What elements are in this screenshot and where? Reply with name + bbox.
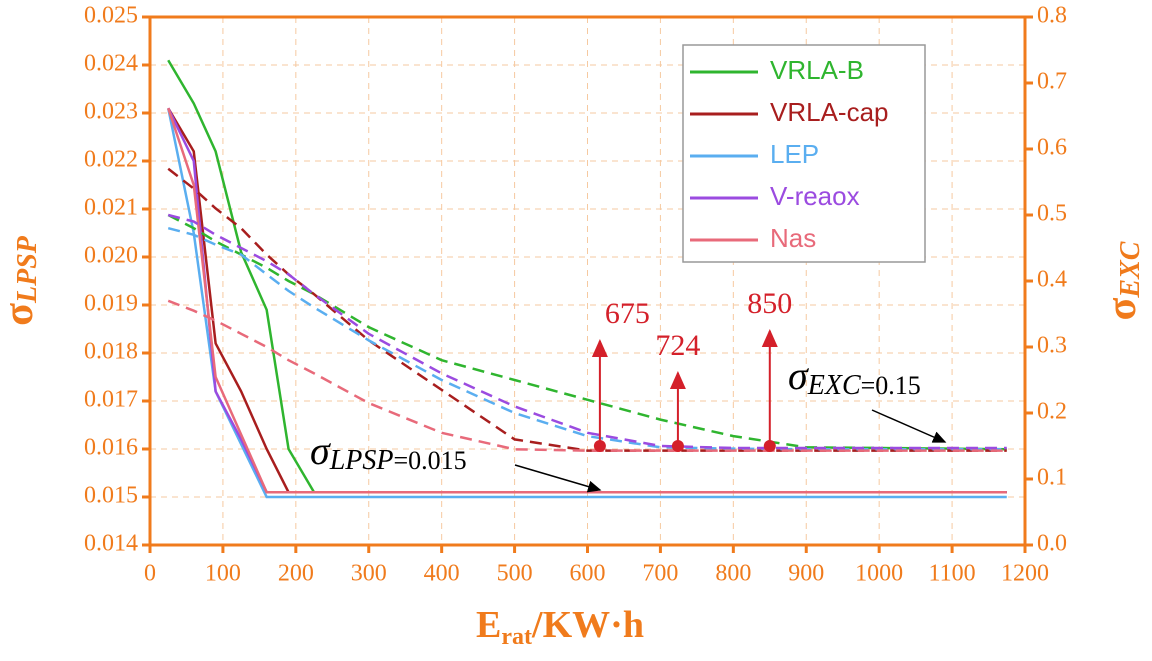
x-tick-label: 800 bbox=[715, 561, 751, 587]
x-tick-label: 1000 bbox=[855, 561, 903, 587]
x-tick-label: 100 bbox=[205, 561, 241, 587]
y-tick-label: 0.020 bbox=[84, 243, 138, 269]
y-tick-label: 0.024 bbox=[84, 51, 138, 77]
marker-label: 675 bbox=[605, 297, 650, 330]
y2-axis-label: σEXC bbox=[1099, 241, 1147, 320]
marker-dot bbox=[671, 440, 684, 452]
annotation-sub: LPSP bbox=[329, 445, 394, 476]
y2-tick-label: 0.6 bbox=[1037, 135, 1067, 161]
y2-tick-label: 0.7 bbox=[1037, 69, 1067, 95]
annotation-symbol: σ bbox=[310, 428, 331, 473]
y2-tick-label: 0.0 bbox=[1037, 531, 1067, 557]
x-tick-label: 600 bbox=[570, 561, 606, 587]
x-label-sub: rat bbox=[501, 624, 532, 650]
y-tick-label: 0.023 bbox=[84, 99, 138, 125]
annotation: σEXC=0.15 bbox=[788, 353, 921, 401]
legend-box bbox=[682, 44, 926, 263]
x-tick-label: 900 bbox=[788, 561, 824, 587]
marker-dot bbox=[593, 440, 606, 452]
x-axis-label: Erat/KW·h bbox=[476, 604, 644, 650]
y-tick-label: 0.025 bbox=[84, 3, 138, 29]
plot-frame bbox=[148, 15, 1027, 547]
x-tick-label: 1200 bbox=[1001, 561, 1049, 587]
y-tick-label: 0.014 bbox=[84, 531, 138, 557]
annotation-text: =0.015 bbox=[394, 446, 467, 475]
x-tick-label: 300 bbox=[351, 561, 387, 587]
legend-label: Nas bbox=[770, 223, 816, 253]
y-tick-label: 0.016 bbox=[84, 435, 138, 461]
x-tick-label: 200 bbox=[278, 561, 314, 587]
dashed-line bbox=[167, 213, 1007, 451]
line bbox=[167, 107, 1007, 499]
x-tick-label: 0 bbox=[144, 561, 156, 587]
x-tick-label: 700 bbox=[642, 561, 678, 587]
legend-label: VRLA-cap bbox=[770, 97, 889, 127]
y-tick-label: 0.018 bbox=[84, 339, 138, 365]
y-label-symbol: σ bbox=[0, 303, 42, 326]
annotation-text: =0.15 bbox=[861, 371, 921, 400]
marker-label: 850 bbox=[747, 287, 792, 320]
y-tick-label: 0.019 bbox=[84, 291, 138, 317]
y2-label-symbol: σ bbox=[1099, 297, 1145, 320]
marker-label: 724 bbox=[655, 329, 700, 362]
annotation-sub: EXC bbox=[807, 370, 861, 401]
marker-dot bbox=[763, 440, 776, 452]
x-label-main: E bbox=[476, 604, 501, 646]
legend-label: LEP bbox=[770, 139, 819, 169]
annotation-arrow bbox=[871, 409, 947, 443]
y-axis-label: σLPSP bbox=[0, 235, 43, 326]
y-tick-label: 0.017 bbox=[84, 387, 138, 413]
y-tick-label: 0.022 bbox=[84, 147, 138, 173]
x-tick-label: 400 bbox=[424, 561, 460, 587]
y2-tick-label: 0.4 bbox=[1037, 267, 1067, 293]
legend-label: VRLA-B bbox=[770, 55, 864, 85]
y2-tick-label: 0.2 bbox=[1037, 399, 1067, 425]
y-tick-label: 0.015 bbox=[84, 483, 138, 509]
annotation-arrow bbox=[514, 464, 602, 493]
y-tick-label: 0.021 bbox=[84, 195, 138, 221]
dashed-line bbox=[167, 299, 1007, 452]
x-tick-label: 1100 bbox=[929, 561, 976, 587]
annotation: σLPSP=0.015 bbox=[310, 428, 467, 476]
y-label-sub: LPSP bbox=[12, 235, 43, 304]
dashed-line bbox=[167, 226, 1007, 451]
y2-tick-label: 0.8 bbox=[1037, 3, 1067, 29]
line bbox=[167, 107, 1007, 494]
y2-tick-label: 0.3 bbox=[1037, 333, 1067, 359]
x-label-rest: /KW·h bbox=[531, 604, 644, 646]
annotation-symbol: σ bbox=[788, 353, 809, 398]
x-tick-label: 500 bbox=[497, 561, 533, 587]
y2-tick-label: 0.1 bbox=[1037, 465, 1067, 491]
dashed-line bbox=[167, 167, 1007, 452]
legend-label: V-reaox bbox=[770, 181, 860, 211]
y2-label-sub: EXC bbox=[1115, 241, 1146, 298]
y2-tick-label: 0.5 bbox=[1037, 201, 1067, 227]
